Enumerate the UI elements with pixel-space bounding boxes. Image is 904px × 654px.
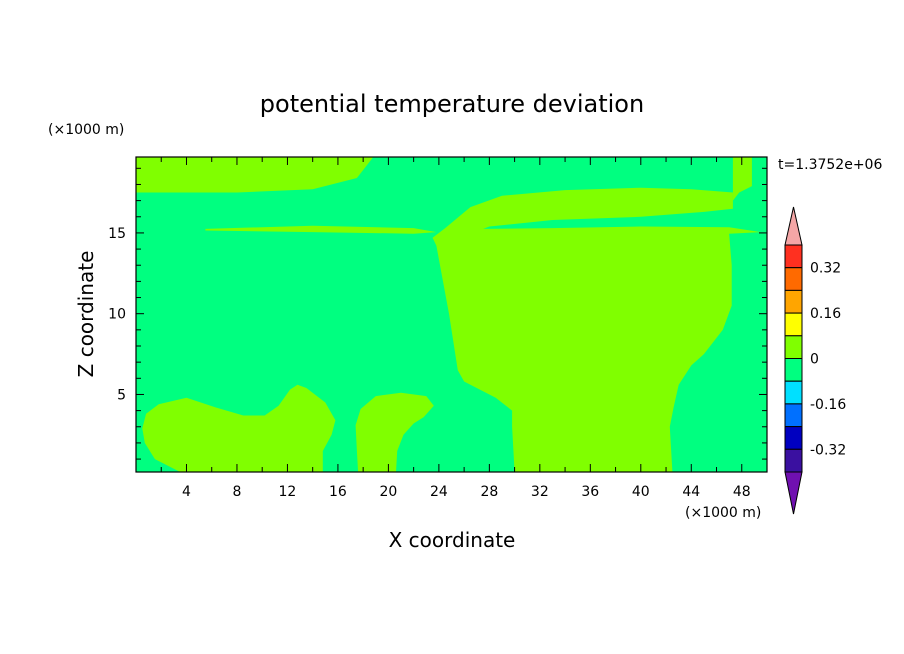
y-unit-label: (×1000 m) — [48, 122, 124, 138]
colorbar-bin — [784, 312, 803, 337]
contour-region-thin-filament-west — [205, 225, 437, 234]
x-tick-label: 8 — [232, 484, 241, 500]
colorbar-bin — [784, 448, 803, 473]
x-tick-label: 48 — [733, 484, 751, 500]
y-tick-label: 15 — [108, 226, 126, 242]
y-axis-label: Z coordinate — [74, 251, 98, 378]
x-tick-label: 40 — [632, 484, 650, 500]
colorbar-label: 0.32 — [810, 261, 841, 277]
x-tick-label: 36 — [581, 484, 599, 500]
contour-region-central-plume — [432, 187, 761, 472]
plot-frame — [135, 156, 768, 473]
colorbar-label: -0.32 — [810, 442, 846, 458]
colorbar-bin — [784, 358, 803, 382]
colorbar-bin — [784, 403, 803, 428]
contour-region-northeast-corner — [732, 157, 752, 201]
contour-region-lower-mid-blob — [355, 392, 434, 472]
colorbar-min-arrow — [784, 471, 803, 515]
colorbar-bin — [784, 244, 803, 269]
x-tick-label: 20 — [379, 484, 397, 500]
x-unit-label: (×1000 m) — [685, 505, 761, 521]
x-tick-label: 44 — [682, 484, 700, 500]
x-tick-label: 4 — [182, 484, 191, 500]
x-tick-label: 24 — [430, 484, 448, 500]
contour-region-upper-layer — [136, 157, 374, 193]
colorbar-bin — [784, 267, 803, 291]
x-axis-label: X coordinate — [389, 528, 516, 552]
x-tick-label: 16 — [329, 484, 347, 500]
colorbar-label: 0 — [810, 352, 819, 368]
x-tick-label: 28 — [480, 484, 498, 500]
y-axis: 5 10 15 — [108, 167, 767, 460]
chart-title: potential temperature deviation — [260, 90, 644, 118]
colorbar-bin — [784, 335, 803, 359]
colorbar: 0.32 0.16 0 -0.16 -0.32 — [784, 206, 846, 515]
y-tick-label: 5 — [117, 387, 126, 403]
colorbar-bin — [784, 380, 803, 405]
contour-regions — [136, 157, 761, 472]
colorbar-bin — [784, 426, 803, 450]
time-label: t=1.3752e+06 — [778, 157, 882, 173]
x-axis: 4 8 12 16 20 24 28 32 36 40 44 48 — [160, 157, 768, 500]
colorbar-label: 0.16 — [810, 306, 841, 322]
colorbar-bin — [784, 289, 803, 314]
x-tick-label: 32 — [531, 484, 549, 500]
contour-region-lower-west-blob — [142, 384, 336, 472]
y-tick-label: 10 — [108, 307, 126, 323]
colorbar-max-arrow — [784, 206, 803, 246]
x-tick-label: 12 — [279, 484, 297, 500]
colorbar-label: -0.16 — [810, 397, 846, 413]
